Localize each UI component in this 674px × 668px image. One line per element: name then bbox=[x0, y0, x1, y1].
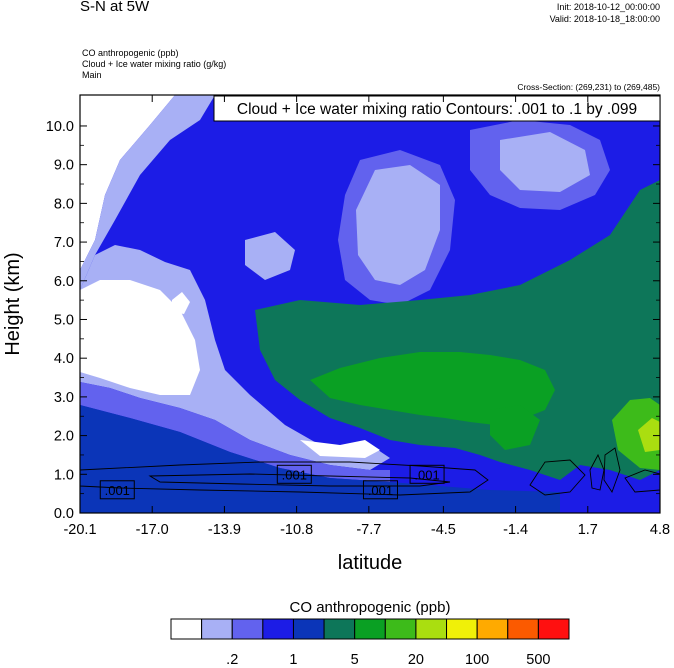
valid-time: Valid: 2018-10-18_18:00:00 bbox=[549, 14, 660, 24]
fill-white-left bbox=[80, 280, 200, 395]
x-axis: -20.1 -17.0 -13.9 -10.8 -7.7 -4.5 -1.4 1.7 4.8 bbox=[63, 95, 670, 538]
colorbar-swatch bbox=[446, 618, 478, 640]
colorbar-swatch bbox=[201, 618, 233, 640]
fill-white-blob bbox=[172, 292, 190, 314]
cloud-contour-1 bbox=[80, 461, 489, 496]
colorbar: .2 1 5 20 100 500 bbox=[170, 618, 570, 668]
cloud-contour-3 bbox=[529, 459, 586, 496]
plot-frame bbox=[79, 94, 661, 514]
colorbar-label: 1 bbox=[289, 652, 297, 668]
colorbar-swatch bbox=[415, 618, 448, 640]
field-line-2: Cloud + Ice water mixing ratio (g/kg) bbox=[82, 59, 227, 69]
fill-yellowgreen bbox=[638, 418, 660, 452]
colorbar-swatch bbox=[262, 618, 294, 640]
fill-light-upperright bbox=[500, 132, 590, 192]
contour-label: .001 bbox=[282, 467, 307, 482]
colorbar-swatch bbox=[476, 618, 509, 640]
x-tick-label: -4.5 bbox=[431, 522, 456, 538]
fill-lightgreen bbox=[612, 398, 660, 470]
field-line-3: Main bbox=[82, 70, 102, 80]
contour-label-box bbox=[362, 480, 398, 500]
contour-label-box bbox=[409, 464, 445, 484]
colorbar-swatch bbox=[292, 618, 325, 640]
fill-white-topleft bbox=[80, 95, 175, 270]
fill-light-mid bbox=[245, 232, 295, 280]
y-tick-label: 3.0 bbox=[54, 390, 74, 406]
contour-label: .001 bbox=[368, 483, 393, 498]
cloud-contour-2 bbox=[148, 473, 451, 487]
y-tick-label: 7.0 bbox=[54, 235, 74, 251]
colorbar-title: CO anthropogenic (ppb) bbox=[290, 599, 451, 616]
fill-white-lower bbox=[300, 440, 380, 458]
colorbar-swatch bbox=[323, 618, 356, 640]
chart-title: Cloud + Ice water mixing ratio Contours:… bbox=[237, 101, 637, 118]
y-axis: 0.0 1.0 2.0 3.0 4.0 5.0 6.0 7.0 8.0 9.0 10.0 bbox=[46, 119, 660, 522]
y-tick-label: 5.0 bbox=[54, 312, 74, 328]
y-tick-label: 2.0 bbox=[54, 429, 74, 445]
init-time: Init: 2018-10-12_00:00:00 bbox=[556, 2, 660, 12]
page-title: S-N at 5W bbox=[80, 0, 150, 15]
fill-light-upper-center bbox=[356, 165, 440, 285]
fill-green bbox=[310, 352, 555, 425]
colorbar-label: .2 bbox=[226, 652, 238, 668]
plot-area bbox=[80, 95, 660, 513]
fill-green-small bbox=[490, 405, 540, 450]
contour-label-box bbox=[276, 464, 312, 484]
contour-legend-box bbox=[213, 95, 661, 122]
cross-section-label: Cross-Section: (269,231) to (269,485) bbox=[517, 82, 660, 92]
x-tick-label: -20.1 bbox=[63, 522, 96, 538]
y-tick-label: 9.0 bbox=[54, 158, 74, 174]
contour-label-box bbox=[99, 480, 135, 500]
colorbar-label: 20 bbox=[408, 652, 424, 668]
x-tick-label: -7.7 bbox=[356, 522, 381, 538]
field-line-1: CO anthropogenic (ppb) bbox=[82, 48, 179, 58]
cloud-contour-5 bbox=[603, 447, 621, 493]
y-tick-label: 1.0 bbox=[54, 467, 74, 483]
contour-labels: .001 .001 .001 .001 bbox=[99, 464, 445, 500]
contour-label: .001 bbox=[105, 483, 130, 498]
colorbar-swatch bbox=[354, 618, 386, 640]
colorbar-swatch bbox=[507, 618, 539, 640]
y-tick-label: 10.0 bbox=[46, 119, 74, 135]
y-axis-label: Height (km) bbox=[2, 252, 24, 355]
x-tick-label: 1.7 bbox=[578, 522, 598, 538]
x-tick-label: 4.8 bbox=[650, 522, 670, 538]
fill-darkblue-low bbox=[80, 405, 560, 513]
cloud-contour-4 bbox=[589, 453, 605, 491]
colorbar-swatch bbox=[170, 618, 203, 640]
fill-teal bbox=[255, 180, 660, 480]
colorbar-label: 5 bbox=[351, 652, 359, 668]
colorbar-label: 100 bbox=[465, 652, 489, 668]
y-tick-label: 4.0 bbox=[54, 351, 74, 367]
colorbar-swatch bbox=[384, 618, 417, 640]
cloud-contour-6 bbox=[624, 469, 660, 493]
x-tick-label: -10.8 bbox=[280, 522, 313, 538]
y-tick-label: 0.0 bbox=[54, 506, 74, 522]
x-axis-label: latitude bbox=[338, 552, 403, 574]
fill-mid-band bbox=[80, 382, 390, 482]
x-tick-label: -13.9 bbox=[208, 522, 241, 538]
x-tick-label: -1.4 bbox=[503, 522, 528, 538]
colorbar-label: 500 bbox=[526, 652, 550, 668]
y-tick-label: 6.0 bbox=[54, 274, 74, 290]
init-valid-times: Init: 2018-10-12_00:00:00 Valid: 2018-10… bbox=[550, 1, 660, 25]
contour-label: .001 bbox=[414, 467, 439, 482]
x-tick-label: -17.0 bbox=[136, 522, 169, 538]
colorbar-swatch bbox=[537, 618, 570, 640]
field-list: CO anthropogenic (ppb) Cloud + Ice water… bbox=[82, 48, 226, 81]
colorbar-swatch bbox=[231, 618, 264, 640]
fill-light-upper bbox=[80, 95, 215, 290]
y-tick-label: 8.0 bbox=[54, 196, 74, 212]
